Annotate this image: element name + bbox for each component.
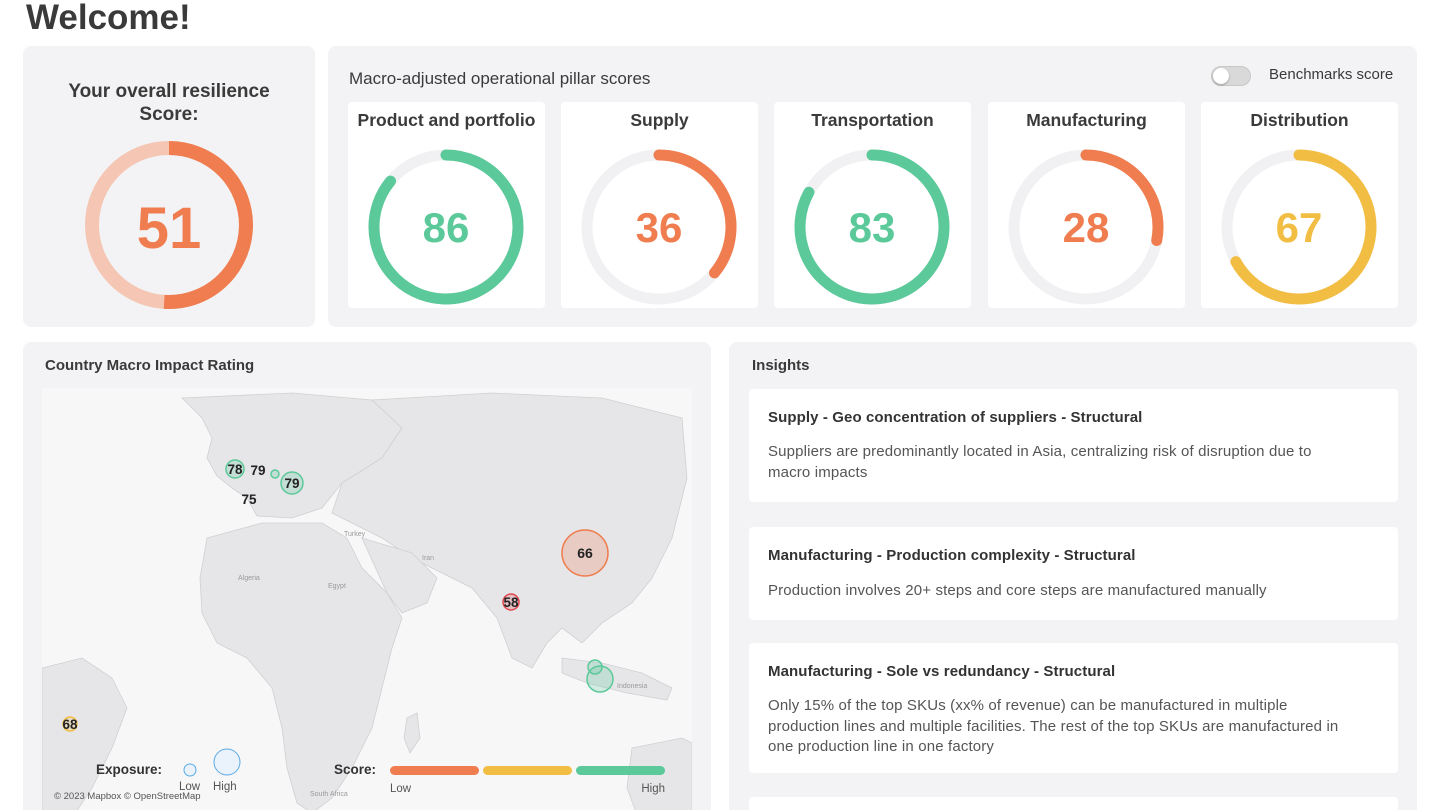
pillar-scores-title: Macro-adjusted operational pillar scores — [349, 69, 651, 88]
map-marker-label[interactable]: 75 — [241, 492, 257, 507]
africa-landmass — [199, 522, 403, 810]
insight-line: Suppliers are predominantly located in A… — [768, 443, 1312, 460]
map-marker-label[interactable]: 66 — [577, 545, 593, 561]
legend-score-bar-low — [390, 766, 479, 775]
pillar-gauge-arc — [794, 149, 950, 305]
map-marker-circle[interactable] — [270, 469, 280, 479]
insight-line: production lines and multiple facilities… — [768, 717, 1339, 735]
pillar-score-value: 36 — [636, 204, 683, 251]
overall-score-gauge: 51 — [85, 141, 253, 309]
map-place-indonesia: Indonesia — [617, 683, 647, 690]
pillar-gauge: 36 — [581, 149, 737, 305]
map-place-algeria: Algeria — [238, 575, 260, 582]
map-marker-circle[interactable] — [225, 459, 245, 479]
insight-line: one production line in one factory — [768, 738, 995, 755]
map-place-iran: Iran — [422, 555, 434, 562]
legend-score-label: Score: — [334, 762, 376, 777]
map-marker-circle[interactable] — [62, 716, 78, 732]
asia-landmass — [331, 392, 688, 669]
pillar-gauge: 28 — [1008, 149, 1164, 305]
madagascar-landmass — [403, 712, 421, 754]
insight-card[interactable] — [749, 797, 1398, 810]
pillar-card[interactable]: Distribution 67 — [1201, 102, 1398, 308]
map-marker-label[interactable]: 78 — [227, 462, 243, 477]
legend-exposure-label: Exposure: — [96, 762, 162, 777]
insights-title: Insights — [752, 357, 810, 374]
overall-score-title: Your overall resilience Score: — [23, 80, 315, 126]
insights-panel: Insights Supply - Geo concentration of s… — [729, 342, 1417, 810]
map-attribution: © 2023 Mapbox © OpenStreetMap — [54, 791, 201, 802]
map-place-south-africa: South Africa — [310, 791, 348, 798]
pillar-gauge: 67 — [1221, 149, 1377, 305]
overall-score-title-line1: Your overall resilience — [68, 81, 270, 102]
insight-body: Suppliers are predominantly located in A… — [768, 442, 1368, 483]
map-marker-circle[interactable] — [586, 665, 614, 693]
legend-exposure-low: Low — [179, 781, 201, 793]
benchmarks-toggle-knob — [1213, 68, 1229, 84]
insight-title: Manufacturing - Production complexity - … — [768, 547, 1136, 564]
pillar-gauge-arc — [368, 149, 524, 305]
map-marker-label[interactable]: 68 — [62, 717, 78, 732]
pillar-name: Supply — [630, 110, 689, 130]
insight-card[interactable]: Supply - Geo concentration of suppliers … — [749, 389, 1398, 502]
map-marker-circle[interactable] — [502, 593, 520, 611]
insight-line: macro impacts — [768, 463, 868, 481]
pillar-gauge-arc — [653, 149, 737, 279]
pillar-card[interactable]: Product and portfolio 86 — [348, 102, 545, 308]
insight-card[interactable]: Manufacturing - Production complexity - … — [749, 527, 1398, 620]
insight-title: Supply - Geo concentration of suppliers … — [768, 409, 1143, 426]
pillar-card[interactable]: Transportation 83 — [774, 102, 971, 308]
indonesia-landmass — [561, 657, 673, 701]
page-title: Welcome! — [26, 0, 191, 37]
legend-exposure-low-circle — [183, 763, 197, 777]
pillar-name: Distribution — [1250, 110, 1349, 130]
map-marker-circle[interactable] — [561, 529, 609, 577]
insight-line: Only 15% of the top SKUs (xx% of revenue… — [768, 697, 1288, 714]
pillar-card[interactable]: Supply 36 — [561, 102, 758, 308]
legend-score-bar-mid — [483, 766, 572, 775]
pillar-score-value: 67 — [1276, 204, 1323, 251]
insight-line: Production involves 20+ steps and core s… — [768, 582, 1267, 599]
pillar-score-value: 86 — [423, 204, 470, 251]
legend-exposure-high-circle — [213, 748, 241, 776]
map-canvas: Turkey Iran Algeria Egypt Indonesia Sout… — [42, 388, 692, 810]
world-map[interactable]: Turkey Iran Algeria Egypt Indonesia Sout… — [42, 388, 692, 810]
pillar-gauge-arc — [1080, 149, 1164, 246]
pillar-name: Product and portfolio — [357, 110, 536, 130]
insight-card[interactable]: Manufacturing - Sole vs redundancy - Str… — [749, 643, 1398, 773]
overall-score-title-line2: Score: — [139, 104, 199, 125]
south-america-landmass — [42, 657, 128, 810]
pillar-name: Transportation — [811, 110, 934, 130]
map-place-egypt: Egypt — [328, 583, 346, 590]
pillar-gauge: 86 — [368, 149, 524, 305]
pillar-score-value: 28 — [1063, 204, 1110, 251]
pillar-scores-panel: Macro-adjusted operational pillar scores… — [328, 46, 1417, 327]
pillar-name: Manufacturing — [1026, 110, 1147, 130]
legend-score-high: High — [641, 783, 665, 795]
pillar-score-value: 83 — [849, 204, 896, 251]
map-marker-label[interactable]: 79 — [250, 463, 265, 478]
map-marker-label[interactable]: 58 — [503, 595, 519, 610]
legend-score-bar-high — [576, 766, 665, 775]
map-marker-circle[interactable] — [280, 471, 304, 495]
overall-score-panel: Your overall resilience Score: 51 — [23, 46, 315, 327]
map-marker-label[interactable]: 79 — [284, 476, 299, 491]
pillar-card[interactable]: Manufacturing 28 — [988, 102, 1185, 308]
country-macro-map-panel: Country Macro Impact Rating Turkey Iran … — [23, 342, 711, 810]
map-title: Country Macro Impact Rating — [45, 357, 255, 374]
legend-score-low: Low — [390, 783, 412, 795]
benchmarks-toggle-label: Benchmarks score — [1269, 66, 1394, 83]
insight-title: Manufacturing - Sole vs redundancy - Str… — [768, 663, 1116, 680]
arabia-landmass — [361, 537, 438, 614]
overall-gauge-arc — [163, 141, 253, 309]
overall-score-value: 51 — [137, 196, 202, 261]
insight-body: Only 15% of the top SKUs (xx% of revenue… — [768, 696, 1368, 758]
benchmarks-toggle[interactable] — [1211, 66, 1251, 86]
insight-body: Production involves 20+ steps and core s… — [768, 581, 1368, 602]
pillar-gauge: 83 — [794, 149, 950, 305]
map-place-turkey: Turkey — [344, 531, 366, 538]
legend-exposure-high: High — [213, 781, 237, 793]
pillar-gauge-arc — [1230, 149, 1377, 305]
